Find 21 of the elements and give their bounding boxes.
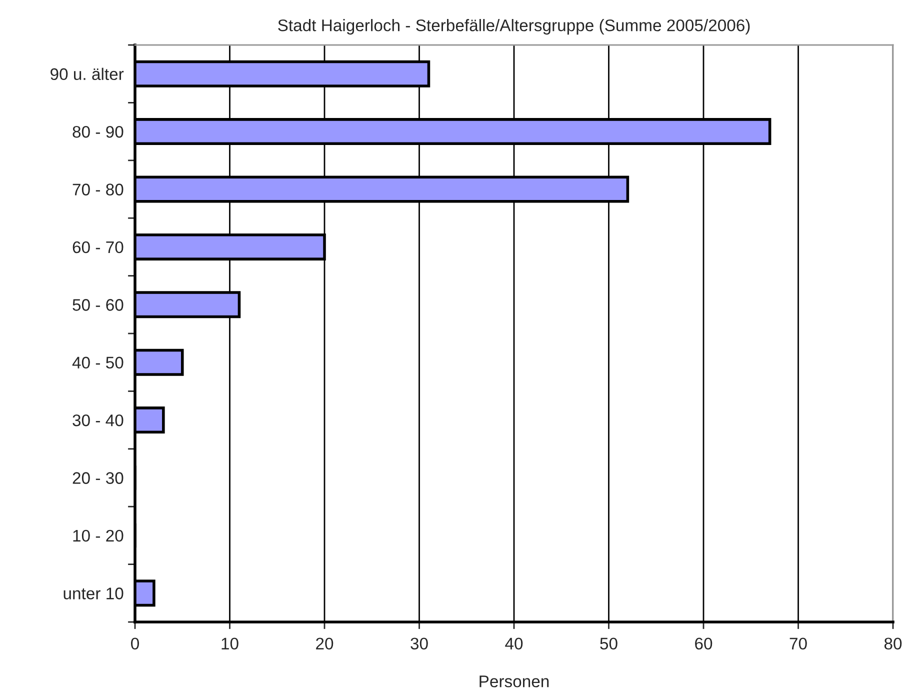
x-tick-label: 60: [695, 638, 712, 650]
x-tick-label: 10: [222, 638, 238, 650]
x-tick-label: 20: [316, 638, 334, 650]
chart-title: Stadt Haigerloch - Sterbefälle/Altersgruppe (Summe 2005/2006): [278, 19, 750, 35]
y-tick-label: 80 - 90: [72, 126, 124, 138]
y-tick-label: 10 - 20: [73, 530, 124, 542]
x-axis-title: Personen: [480, 676, 549, 688]
x-tick-label: 0: [131, 638, 139, 650]
x-tick-label: 40: [505, 638, 523, 650]
x-tick-label: 50: [600, 638, 618, 650]
y-tick-label: unter 10: [64, 588, 124, 600]
y-tick-label: 70 - 80: [72, 184, 124, 196]
y-tick-label: 30 - 40: [72, 414, 124, 426]
y-tick-label: 40 - 50: [72, 356, 124, 369]
x-tick-label: 70: [790, 638, 807, 650]
y-tick-label: 90 u. älter: [50, 68, 124, 80]
x-tick-label: 30: [410, 638, 428, 650]
y-tick-label: 60 - 70: [72, 241, 124, 254]
x-tick-label: 80: [884, 638, 902, 650]
y-tick-label: 20 - 30: [72, 472, 124, 484]
y-tick-label: 50 - 60: [72, 299, 124, 311]
